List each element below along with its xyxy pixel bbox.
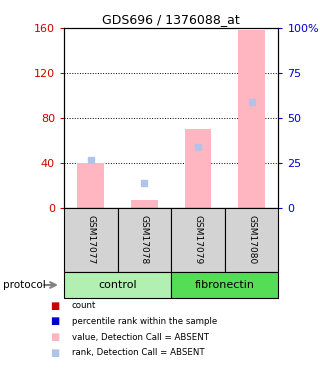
Text: fibronectin: fibronectin bbox=[195, 280, 255, 290]
Text: GSM17077: GSM17077 bbox=[86, 215, 95, 265]
Text: ■: ■ bbox=[50, 301, 59, 310]
Bar bbox=[131, 200, 158, 208]
Text: percentile rank within the sample: percentile rank within the sample bbox=[72, 317, 217, 326]
Bar bbox=[77, 163, 104, 208]
Text: ■: ■ bbox=[50, 348, 59, 358]
Text: GSM17080: GSM17080 bbox=[247, 215, 256, 265]
Bar bbox=[238, 30, 265, 208]
Text: count: count bbox=[72, 301, 96, 310]
Text: ■: ■ bbox=[50, 332, 59, 342]
Text: value, Detection Call = ABSENT: value, Detection Call = ABSENT bbox=[72, 333, 209, 342]
Bar bbox=[185, 129, 212, 208]
Text: rank, Detection Call = ABSENT: rank, Detection Call = ABSENT bbox=[72, 348, 204, 357]
Text: GSM17079: GSM17079 bbox=[194, 215, 203, 265]
Text: ■: ■ bbox=[50, 316, 59, 326]
Text: GSM17078: GSM17078 bbox=[140, 215, 149, 265]
Text: protocol: protocol bbox=[3, 280, 46, 290]
Text: control: control bbox=[98, 280, 137, 290]
Title: GDS696 / 1376088_at: GDS696 / 1376088_at bbox=[102, 13, 240, 26]
